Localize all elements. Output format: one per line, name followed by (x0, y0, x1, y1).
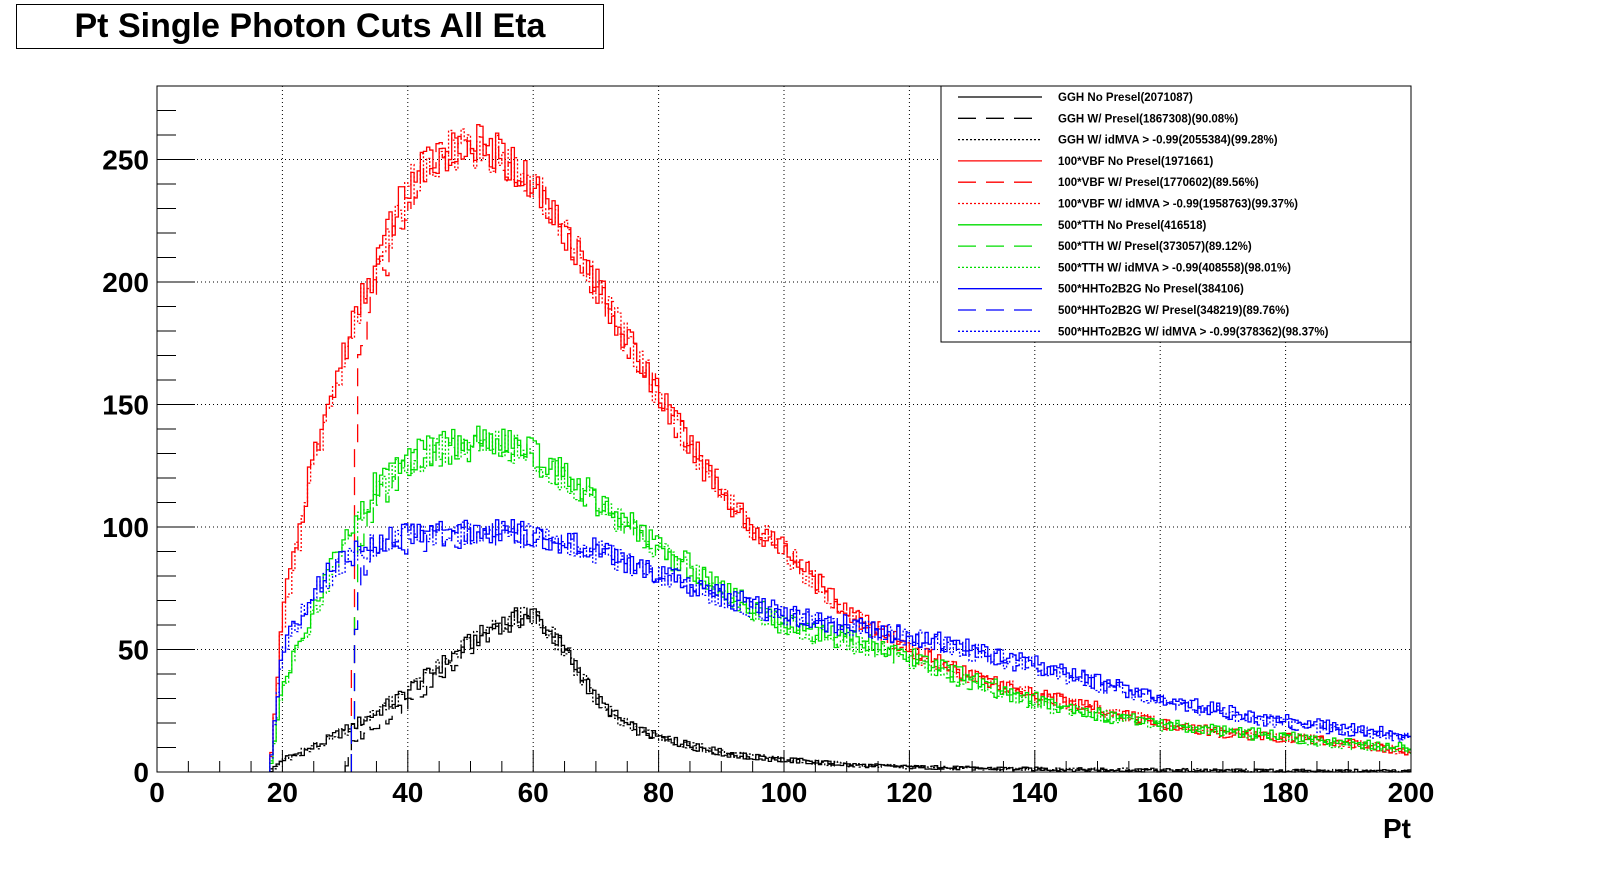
legend-entries: GGH No Presel(2071087) GGH W/ Presel(1867… (958, 92, 1329, 338)
x-tick-label: 180 (1262, 777, 1309, 808)
x-tick-label: 200 (1388, 777, 1435, 808)
x-tick-label: 120 (886, 777, 933, 808)
legend-label: 500*HHTo2B2G W/ idMVA > -0.99(378362)(98… (1058, 326, 1329, 338)
legend-label: 100*VBF No Presel(1971661) (1058, 156, 1214, 168)
chart-title: Pt Single Photon Cuts All Eta (16, 4, 604, 49)
x-tick-label: 80 (643, 777, 674, 808)
x-axis-title: Pt (1383, 813, 1411, 844)
legend-label: 500*HHTo2B2G No Presel(384106) (1058, 284, 1244, 296)
y-tick-label: 200 (102, 267, 149, 298)
series-line (350, 433, 1411, 772)
series-line (350, 520, 1411, 772)
x-tick-label: 160 (1137, 777, 1184, 808)
legend-box (940, 85, 1412, 343)
x-tick-labels: 0 20 40 60 80 100 120 140 160 180 200 (149, 777, 1434, 808)
y-tick-label: 250 (102, 145, 149, 176)
series-line (350, 135, 1411, 772)
ticks-layer (156, 85, 1412, 773)
y-tick-label: 150 (102, 390, 149, 421)
series-line (269, 521, 1411, 772)
legend-label: GGH W/ idMVA > -0.99(2055384)(99.28%) (1058, 135, 1278, 147)
series-line (269, 606, 1411, 773)
y-tick-labels: 0 50 100 150 200 250 (102, 145, 149, 789)
legend: GGH No Presel(2071087) GGH W/ Presel(1867… (940, 85, 1412, 343)
legend-label: 500*TTH W/ Presel(373057)(89.12%) (1058, 241, 1252, 253)
series-line (269, 425, 1411, 772)
series-line (269, 430, 1411, 772)
series-layer (269, 124, 1411, 773)
y-tick-label: 0 (133, 757, 149, 788)
x-tick-label: 60 (518, 777, 549, 808)
legend-label: 500*TTH No Presel(416518) (1058, 220, 1206, 232)
legend-label: GGH No Presel(2071087) (1058, 92, 1193, 104)
legend-label: 100*VBF W/ idMVA > -0.99(1958763)(99.37%… (1058, 199, 1298, 211)
x-tick-label: 20 (267, 777, 298, 808)
x-tick-label: 40 (392, 777, 423, 808)
y-tick-label: 50 (118, 635, 149, 666)
x-tick-label: 140 (1011, 777, 1058, 808)
x-tick-label: 0 (149, 777, 165, 808)
legend-label: GGH W/ Presel(1867308)(90.08%) (1058, 113, 1238, 125)
legend-label: 100*VBF W/ Presel(1770602)(89.56%) (1058, 177, 1259, 189)
legend-label: 500*TTH W/ idMVA > -0.99(408558)(98.01%) (1058, 262, 1291, 274)
x-tick-label: 100 (761, 777, 808, 808)
y-tick-label: 100 (102, 512, 149, 543)
legend-label: 500*HHTo2B2G W/ Presel(348219)(89.76%) (1058, 305, 1289, 317)
